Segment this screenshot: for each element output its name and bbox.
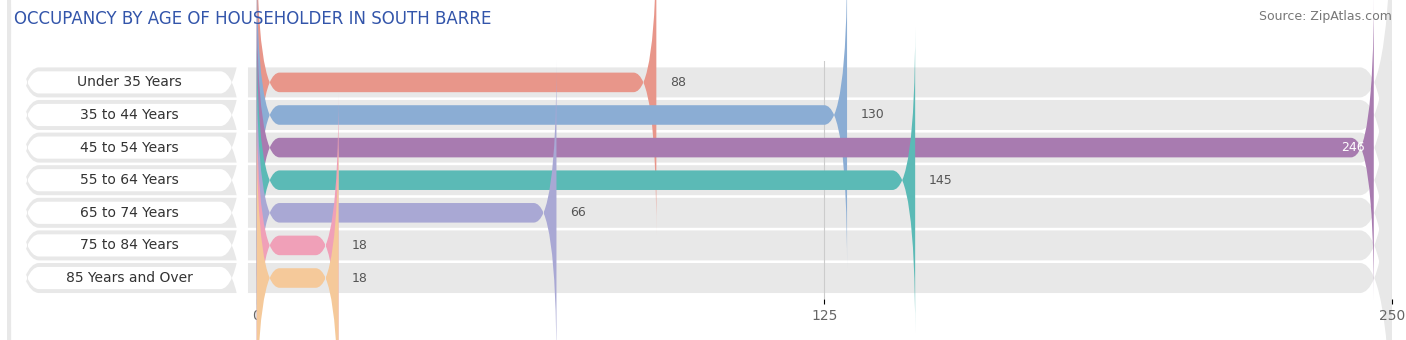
FancyBboxPatch shape (257, 0, 657, 236)
FancyBboxPatch shape (11, 0, 247, 300)
FancyBboxPatch shape (257, 27, 915, 334)
FancyBboxPatch shape (7, 0, 1392, 340)
Text: OCCUPANCY BY AGE OF HOUSEHOLDER IN SOUTH BARRE: OCCUPANCY BY AGE OF HOUSEHOLDER IN SOUTH… (14, 10, 492, 28)
Text: 66: 66 (569, 206, 586, 219)
FancyBboxPatch shape (11, 0, 247, 332)
Text: 145: 145 (929, 174, 952, 187)
Text: 65 to 74 Years: 65 to 74 Years (80, 206, 179, 220)
FancyBboxPatch shape (11, 94, 247, 340)
FancyBboxPatch shape (257, 125, 339, 340)
FancyBboxPatch shape (11, 61, 247, 340)
FancyBboxPatch shape (257, 0, 846, 268)
Text: 75 to 84 Years: 75 to 84 Years (80, 238, 179, 252)
FancyBboxPatch shape (257, 92, 339, 340)
Text: 246: 246 (1341, 141, 1365, 154)
FancyBboxPatch shape (7, 0, 1392, 340)
FancyBboxPatch shape (7, 0, 1392, 295)
Text: 45 to 54 Years: 45 to 54 Years (80, 141, 179, 155)
Text: 18: 18 (352, 239, 368, 252)
Text: 35 to 44 Years: 35 to 44 Years (80, 108, 179, 122)
FancyBboxPatch shape (7, 0, 1392, 328)
Text: Source: ZipAtlas.com: Source: ZipAtlas.com (1258, 10, 1392, 23)
FancyBboxPatch shape (11, 28, 247, 340)
FancyBboxPatch shape (7, 32, 1392, 340)
FancyBboxPatch shape (7, 65, 1392, 340)
Text: 130: 130 (860, 108, 884, 121)
Text: 18: 18 (352, 272, 368, 285)
FancyBboxPatch shape (257, 59, 557, 340)
Text: 55 to 64 Years: 55 to 64 Years (80, 173, 179, 187)
Text: 88: 88 (671, 76, 686, 89)
FancyBboxPatch shape (7, 0, 1392, 340)
FancyBboxPatch shape (11, 0, 247, 340)
FancyBboxPatch shape (257, 0, 1374, 301)
Text: 85 Years and Over: 85 Years and Over (66, 271, 193, 285)
FancyBboxPatch shape (11, 0, 247, 267)
Text: Under 35 Years: Under 35 Years (77, 75, 181, 89)
